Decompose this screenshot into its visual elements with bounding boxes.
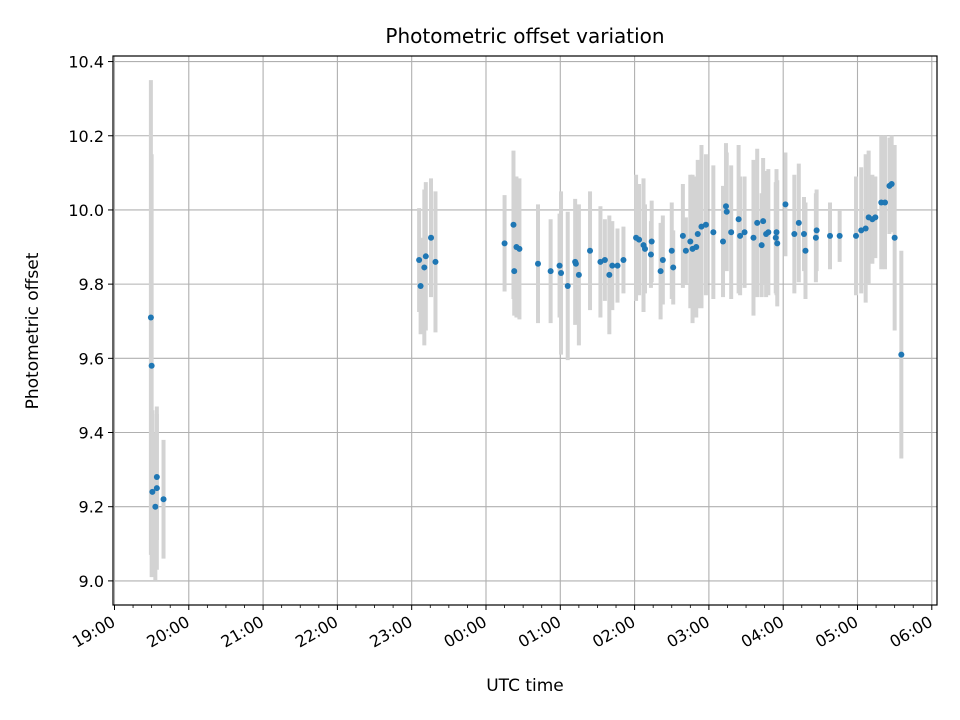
data-point: [791, 231, 798, 238]
data-point: [694, 231, 701, 238]
data-point: [772, 234, 779, 241]
data-point: [609, 262, 616, 269]
y-tick-label: 9.0: [79, 572, 104, 591]
data-point: [614, 262, 621, 269]
data-point: [428, 234, 435, 241]
y-tick-label: 10.4: [68, 53, 104, 72]
data-point: [601, 257, 608, 264]
y-axis-label: Photometric offset: [23, 252, 43, 409]
data-point: [679, 232, 686, 239]
data-point: [422, 253, 429, 260]
data-point: [606, 271, 613, 278]
data-point: [735, 216, 742, 223]
data-point: [728, 229, 735, 236]
data-point: [741, 229, 748, 236]
y-tick-label: 9.6: [79, 349, 104, 368]
data-point: [417, 282, 424, 289]
data-point: [682, 247, 689, 254]
data-point: [620, 257, 627, 264]
data-point: [758, 242, 765, 249]
data-point: [765, 229, 772, 236]
data-point: [659, 257, 666, 264]
data-point: [702, 221, 709, 228]
y-tick-label: 9.2: [79, 498, 104, 517]
x-axis-label: UTC time: [486, 676, 564, 696]
data-point: [148, 362, 155, 369]
y-axis: 9.0 9.2 9.4 9.6 9.8 10.0 10.2 10.4: [68, 53, 113, 591]
data-point: [710, 229, 717, 236]
grid: [113, 56, 937, 605]
data-point: [888, 180, 895, 187]
data-point: [587, 247, 594, 254]
data-point: [881, 199, 888, 206]
data-point: [812, 234, 819, 241]
data-point: [687, 238, 694, 245]
data-point: [152, 503, 159, 510]
data-point: [636, 236, 643, 243]
data-point: [547, 268, 554, 275]
y-tick-label: 10.2: [68, 127, 104, 146]
data-point: [558, 270, 565, 277]
data-point: [774, 240, 781, 247]
data-point: [516, 245, 523, 252]
data-point: [153, 474, 160, 481]
data-point: [416, 257, 423, 264]
data-point: [693, 244, 700, 251]
data-point: [564, 282, 571, 289]
data-point: [670, 264, 677, 271]
data-point: [572, 260, 579, 267]
plot-frame: [112, 55, 938, 606]
data-point: [754, 219, 761, 226]
data-points: [147, 180, 905, 510]
data-point: [801, 231, 808, 238]
data-point: [720, 238, 727, 245]
data-point: [657, 268, 664, 275]
y-tick-label: 9.4: [79, 424, 104, 443]
data-point: [421, 264, 428, 271]
data-point: [722, 203, 729, 210]
data-point: [147, 314, 154, 321]
data-point: [760, 218, 767, 225]
data-point: [872, 214, 879, 221]
data-point: [641, 245, 648, 252]
data-point: [891, 234, 898, 241]
data-point: [575, 271, 582, 278]
data-point: [511, 268, 518, 275]
data-point: [535, 260, 542, 267]
data-point: [647, 251, 654, 258]
data-point: [501, 240, 508, 247]
data-point: [648, 238, 655, 245]
data-point: [737, 232, 744, 239]
data-point: [149, 488, 156, 495]
data-point: [432, 258, 439, 265]
data-point: [556, 262, 563, 269]
data-point: [782, 201, 789, 208]
data-point: [723, 208, 730, 215]
data-point: [827, 232, 834, 239]
data-point: [813, 227, 820, 234]
data-point: [773, 229, 780, 236]
data-point: [795, 219, 802, 226]
data-point: [802, 247, 809, 254]
data-point: [153, 485, 160, 492]
data-point: [668, 247, 675, 254]
data-point: [510, 221, 517, 228]
data-point: [862, 225, 869, 232]
data-point: [898, 351, 905, 358]
y-tick-label: 9.8: [79, 275, 104, 294]
data-point: [853, 232, 860, 239]
chart-title: Photometric offset variation: [385, 24, 664, 48]
data-point: [750, 234, 757, 241]
data-point: [160, 496, 167, 503]
y-tick-label: 10.0: [68, 201, 104, 220]
data-point: [836, 232, 843, 239]
